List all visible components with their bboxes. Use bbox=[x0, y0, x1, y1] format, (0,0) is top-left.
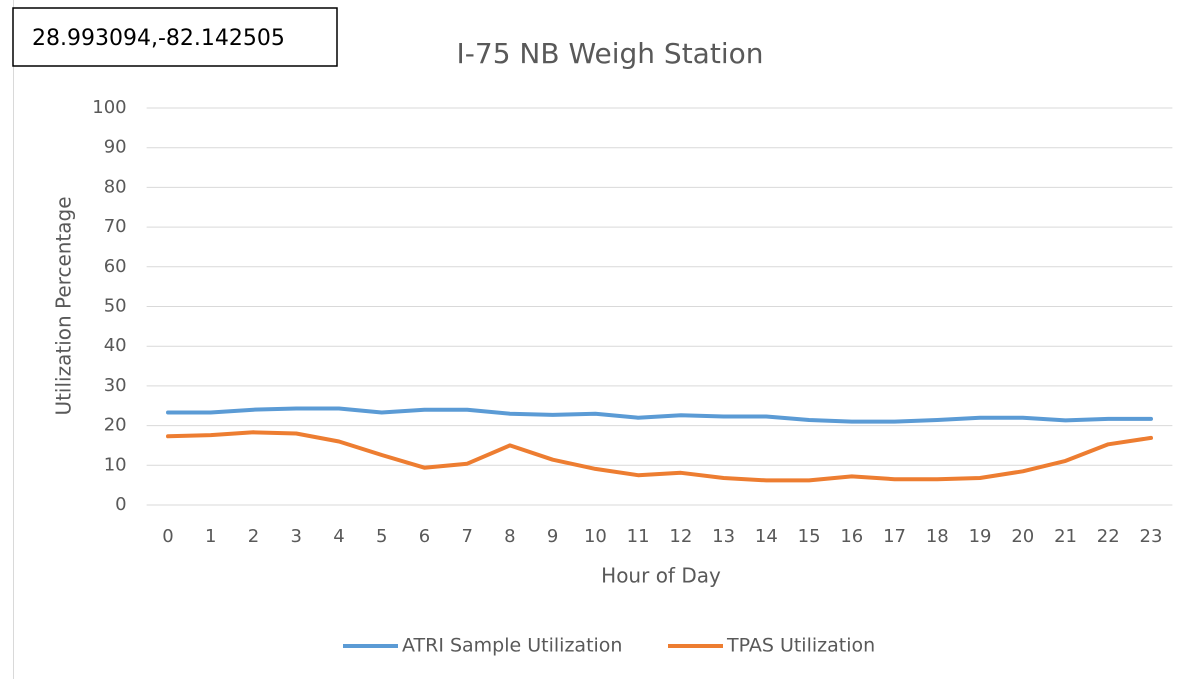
legend-label: TPAS Utilization bbox=[726, 635, 875, 657]
x-tick-label: 8 bbox=[504, 526, 515, 547]
x-axis-title: Hour of Day bbox=[601, 564, 721, 588]
x-tick-label: 14 bbox=[755, 526, 778, 547]
x-tick-label: 16 bbox=[840, 526, 863, 547]
legend-label: ATRI Sample Utilization bbox=[402, 635, 622, 657]
x-tick-label: 22 bbox=[1097, 526, 1120, 547]
x-tick-label: 9 bbox=[547, 526, 558, 547]
x-tick-label: 7 bbox=[461, 526, 472, 547]
x-tick-label: 12 bbox=[669, 526, 692, 547]
x-tick-label: 5 bbox=[376, 526, 387, 547]
y-tick-label: 100 bbox=[92, 97, 126, 118]
x-tick-label: 19 bbox=[969, 526, 992, 547]
x-tick-label: 18 bbox=[926, 526, 949, 547]
x-tick-label: 17 bbox=[883, 526, 906, 547]
x-tick-label: 10 bbox=[584, 526, 607, 547]
y-tick-label: 20 bbox=[104, 415, 127, 436]
y-tick-label: 90 bbox=[104, 137, 127, 158]
y-tick-label: 60 bbox=[104, 256, 127, 277]
x-tick-label: 0 bbox=[162, 526, 173, 547]
y-tick-label: 70 bbox=[104, 216, 127, 237]
x-tick-label: 2 bbox=[248, 526, 259, 547]
y-tick-label: 10 bbox=[104, 454, 127, 475]
y-tick-label: 80 bbox=[104, 176, 127, 197]
y-tick-label: 40 bbox=[104, 335, 127, 356]
x-tick-label: 13 bbox=[712, 526, 735, 547]
x-tick-label: 3 bbox=[290, 526, 301, 547]
x-tick-label: 21 bbox=[1054, 526, 1077, 547]
x-tick-label: 6 bbox=[419, 526, 430, 547]
y-tick-label: 30 bbox=[104, 375, 127, 396]
x-tick-label: 23 bbox=[1140, 526, 1163, 547]
y-axis-title: Utilization Percentage bbox=[52, 196, 76, 415]
x-tick-label: 1 bbox=[205, 526, 216, 547]
chart-title: I-75 NB Weigh Station bbox=[457, 37, 764, 70]
x-tick-label: 11 bbox=[627, 526, 650, 547]
y-tick-label: 50 bbox=[104, 296, 127, 317]
x-tick-label: 15 bbox=[798, 526, 821, 547]
x-tick-label: 20 bbox=[1011, 526, 1034, 547]
x-tick-label: 4 bbox=[333, 526, 344, 547]
y-tick-label: 0 bbox=[115, 494, 126, 515]
annotation: 28.993094,-82.142505 bbox=[32, 26, 285, 51]
